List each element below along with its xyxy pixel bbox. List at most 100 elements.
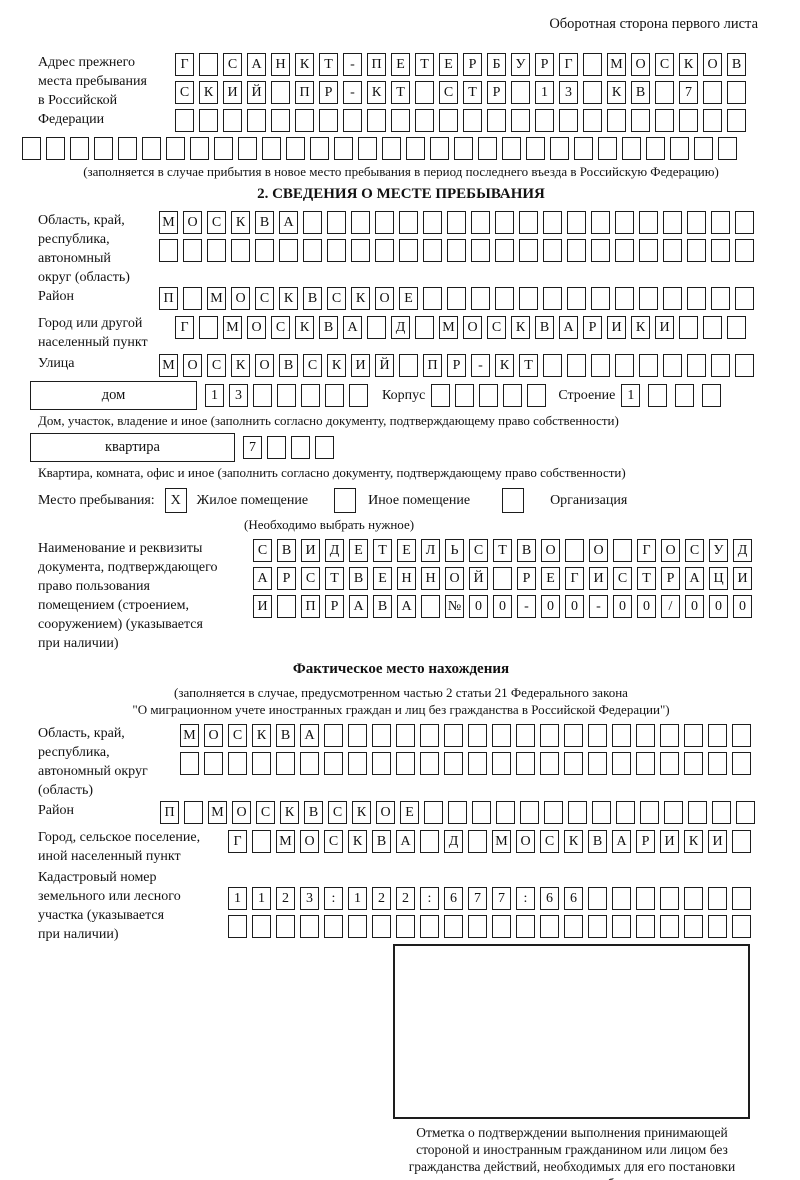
char-box[interactable]: А [300, 724, 319, 747]
char-box[interactable]: В [372, 830, 391, 853]
char-box[interactable] [631, 109, 650, 132]
char-box[interactable] [703, 316, 722, 339]
char-box[interactable]: Т [463, 81, 482, 104]
char-box[interactable] [349, 384, 368, 407]
char-box[interactable]: 1 [252, 887, 271, 910]
char-box[interactable]: С [613, 567, 632, 590]
char-box[interactable] [588, 887, 607, 910]
char-box[interactable]: И [351, 354, 370, 377]
char-box[interactable] [420, 724, 439, 747]
char-box[interactable]: 6 [540, 887, 559, 910]
char-box[interactable] [615, 211, 634, 234]
char-box[interactable]: В [588, 830, 607, 853]
char-box[interactable] [607, 109, 626, 132]
char-box[interactable]: С [207, 354, 226, 377]
char-box[interactable] [375, 239, 394, 262]
char-box[interactable]: 7 [243, 436, 262, 459]
char-box[interactable]: В [373, 595, 392, 618]
char-box[interactable]: С [301, 567, 320, 590]
char-box[interactable] [612, 724, 631, 747]
char-box[interactable] [574, 137, 593, 160]
char-box[interactable] [255, 239, 274, 262]
char-box[interactable]: К [351, 287, 370, 310]
char-box[interactable]: Е [399, 287, 418, 310]
char-box[interactable] [511, 109, 530, 132]
char-box[interactable] [583, 53, 602, 76]
char-box[interactable] [399, 239, 418, 262]
char-box[interactable] [636, 752, 655, 775]
char-box[interactable] [655, 109, 674, 132]
char-box[interactable] [348, 915, 367, 938]
char-box[interactable]: Д [733, 539, 752, 562]
char-box[interactable] [615, 287, 634, 310]
char-box[interactable] [444, 915, 463, 938]
char-box[interactable]: 0 [685, 595, 704, 618]
char-box[interactable] [540, 752, 559, 775]
char-box[interactable] [207, 239, 226, 262]
char-box[interactable]: В [255, 211, 274, 234]
char-box[interactable] [670, 137, 689, 160]
char-box[interactable] [444, 724, 463, 747]
char-box[interactable]: О [183, 211, 202, 234]
char-box[interactable]: 1 [535, 81, 554, 104]
char-box[interactable] [702, 384, 722, 407]
char-box[interactable] [559, 109, 578, 132]
char-box[interactable]: П [423, 354, 442, 377]
char-box[interactable] [616, 801, 635, 824]
char-box[interactable] [444, 752, 463, 775]
char-box[interactable]: О [300, 830, 319, 853]
char-box[interactable] [639, 239, 658, 262]
char-box[interactable]: : [420, 887, 439, 910]
char-box[interactable] [423, 287, 442, 310]
char-box[interactable] [495, 239, 514, 262]
char-box[interactable] [439, 109, 458, 132]
char-box[interactable] [535, 109, 554, 132]
char-box[interactable]: 1 [205, 384, 224, 407]
char-box[interactable]: С [655, 53, 674, 76]
char-box[interactable]: Г [175, 53, 194, 76]
char-box[interactable]: К [607, 81, 626, 104]
char-box[interactable] [735, 354, 754, 377]
char-box[interactable]: М [208, 801, 227, 824]
char-box[interactable] [727, 316, 746, 339]
char-box[interactable]: О [631, 53, 650, 76]
char-box[interactable]: П [301, 595, 320, 618]
char-box[interactable]: И [655, 316, 674, 339]
char-box[interactable]: А [349, 595, 368, 618]
char-box[interactable] [468, 915, 487, 938]
char-box[interactable]: А [343, 316, 362, 339]
char-box[interactable]: - [343, 53, 362, 76]
char-box[interactable] [247, 109, 266, 132]
char-box[interactable]: Ц [709, 567, 728, 590]
char-box[interactable]: К [295, 53, 314, 76]
char-box[interactable] [423, 211, 442, 234]
char-box[interactable] [343, 109, 362, 132]
char-box[interactable]: П [367, 53, 386, 76]
char-box[interactable]: Р [583, 316, 602, 339]
char-box[interactable]: С [487, 316, 506, 339]
char-box[interactable] [664, 801, 683, 824]
char-box[interactable] [420, 752, 439, 775]
char-box[interactable]: О [375, 287, 394, 310]
char-box[interactable] [543, 287, 562, 310]
char-box[interactable] [324, 752, 343, 775]
char-box[interactable] [612, 887, 631, 910]
char-box[interactable]: В [349, 567, 368, 590]
char-box[interactable]: Е [373, 567, 392, 590]
char-box[interactable]: 0 [541, 595, 560, 618]
char-box[interactable] [660, 724, 679, 747]
char-box[interactable] [358, 137, 377, 160]
char-box[interactable] [526, 137, 545, 160]
char-box[interactable] [391, 109, 410, 132]
char-box[interactable]: 1 [621, 384, 641, 407]
char-box[interactable] [231, 239, 250, 262]
char-box[interactable] [375, 211, 394, 234]
char-box[interactable]: Р [535, 53, 554, 76]
char-box[interactable] [567, 287, 586, 310]
char-box[interactable]: Р [319, 81, 338, 104]
char-box[interactable]: В [279, 354, 298, 377]
char-box[interactable] [687, 354, 706, 377]
char-box[interactable] [351, 239, 370, 262]
char-box[interactable] [295, 109, 314, 132]
char-box[interactable] [663, 354, 682, 377]
